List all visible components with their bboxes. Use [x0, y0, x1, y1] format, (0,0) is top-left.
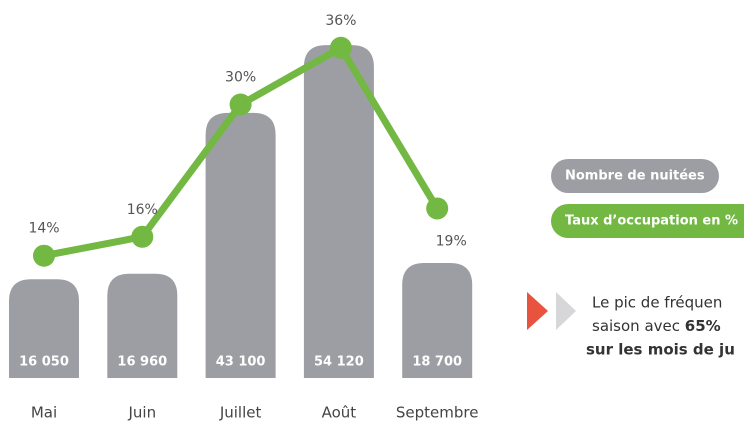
- note-line: Le pic de fréquen: [592, 294, 722, 312]
- bar-value-label: 16 960: [117, 355, 167, 370]
- x-tick-label: Septembre: [396, 404, 479, 422]
- bar: [303, 45, 374, 379]
- bar: [402, 262, 473, 378]
- legend-pill: [551, 204, 744, 238]
- bar: [9, 279, 79, 378]
- x-tick-label: Mai: [31, 404, 57, 422]
- arrow-icon: [527, 292, 576, 330]
- line-point: [329, 36, 352, 59]
- note-line: saison avec 65%: [592, 317, 721, 335]
- legend-pill: [551, 159, 719, 193]
- line-value-label: 36%: [325, 13, 356, 29]
- x-tick-label: Juillet: [219, 404, 262, 422]
- bar-value-label: 54 120: [314, 355, 364, 370]
- line-value-label: 16%: [127, 202, 158, 218]
- legend-label: Taux d’occupation en %: [565, 214, 738, 229]
- bar: [107, 273, 178, 378]
- bar-value-label: 43 100: [216, 355, 266, 370]
- x-tick-label: Juin: [127, 404, 156, 422]
- line-value-label: 19%: [436, 233, 467, 249]
- x-tick-label: Août: [322, 404, 357, 422]
- bar-value-label: 18 700: [412, 355, 462, 370]
- line-value-label: 14%: [28, 221, 59, 237]
- line-point: [33, 244, 55, 267]
- line-point: [131, 225, 154, 248]
- note-bold: 65%: [685, 317, 721, 335]
- note-line: sur les mois de ju: [586, 341, 735, 359]
- legend-label: Nombre de nuitées: [565, 169, 705, 184]
- note-text: saison avec: [592, 317, 680, 335]
- bar-value-label: 16 050: [19, 355, 69, 370]
- line-point: [426, 197, 449, 220]
- line-point: [229, 93, 252, 116]
- line-value-label: 30%: [225, 70, 256, 86]
- bar: [205, 112, 276, 378]
